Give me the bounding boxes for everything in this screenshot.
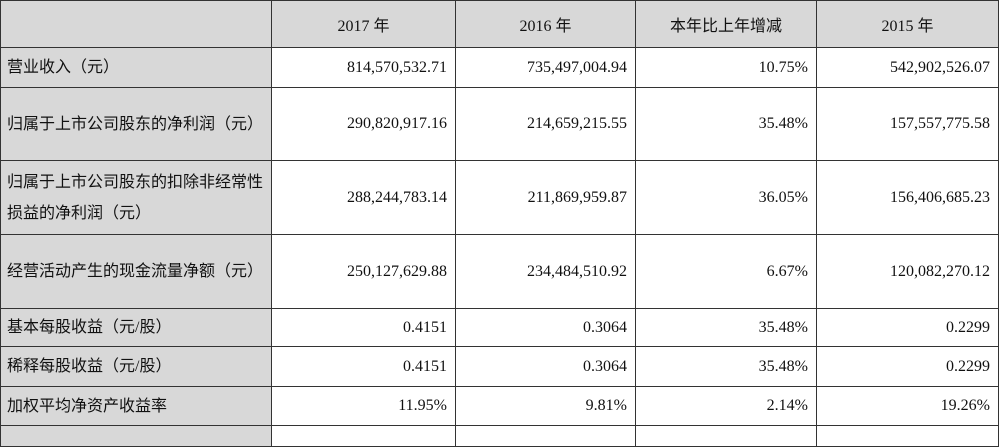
cell-empty [455, 425, 636, 447]
table-row: 经营活动产生的现金流量净额（元） 250,127,629.88 234,484,… [0, 234, 999, 309]
cell-2015: 157,557,775.58 [816, 87, 999, 161]
cell-2015: 0.2299 [816, 308, 999, 347]
cell-2016: 0.3064 [455, 346, 636, 387]
cell-2017: 250,127,629.88 [271, 234, 456, 309]
cell-2015: 156,406,685.23 [816, 160, 999, 235]
table-row: 基本每股收益（元/股） 0.4151 0.3064 35.48% 0.2299 [0, 308, 999, 347]
cell-2017: 0.4151 [271, 346, 456, 387]
table-row: 归属于上市公司股东的扣除非经常性损益的净利润（元） 288,244,783.14… [0, 160, 999, 235]
header-blank [0, 0, 272, 48]
header-2015: 2015 年 [816, 0, 999, 48]
row-label: 加权平均净资产收益率 [0, 386, 272, 426]
row-label: 经营活动产生的现金流量净额（元） [0, 234, 272, 309]
cell-2015: 0.2299 [816, 346, 999, 387]
cell-2015: 19.26% [816, 386, 999, 426]
cell-2017: 814,570,532.71 [271, 47, 456, 88]
cell-empty [816, 425, 999, 447]
cell-change: 35.48% [635, 87, 817, 161]
cell-empty [271, 425, 456, 447]
cell-2015: 120,082,270.12 [816, 234, 999, 309]
cell-2015: 542,902,526.07 [816, 47, 999, 88]
cell-2017: 288,244,783.14 [271, 160, 456, 235]
row-label: 归属于上市公司股东的净利润（元） [0, 87, 272, 161]
table-row-partial [0, 425, 999, 447]
cell-change: 10.75% [635, 47, 817, 88]
cell-change: 2.14% [635, 386, 817, 426]
cell-2016: 0.3064 [455, 308, 636, 347]
header-row: 2017 年 2016 年 本年比上年增减 2015 年 [0, 0, 999, 48]
cell-change: 35.48% [635, 308, 817, 347]
row-label: 归属于上市公司股东的扣除非经常性损益的净利润（元） [0, 160, 272, 235]
header-2016: 2016 年 [455, 0, 636, 48]
cell-2016: 735,497,004.94 [455, 47, 636, 88]
table-row: 稀释每股收益（元/股） 0.4151 0.3064 35.48% 0.2299 [0, 346, 999, 387]
cell-2017: 11.95% [271, 386, 456, 426]
cell-change: 36.05% [635, 160, 817, 235]
cell-change: 6.67% [635, 234, 817, 309]
cell-change: 35.48% [635, 346, 817, 387]
cell-2016: 9.81% [455, 386, 636, 426]
cell-empty [635, 425, 817, 447]
cell-2016: 234,484,510.92 [455, 234, 636, 309]
cell-2017: 0.4151 [271, 308, 456, 347]
cell-2017: 290,820,917.16 [271, 87, 456, 161]
table-row: 归属于上市公司股东的净利润（元） 290,820,917.16 214,659,… [0, 87, 999, 161]
cell-2016: 214,659,215.55 [455, 87, 636, 161]
row-label: 营业收入（元） [0, 47, 272, 88]
table-row: 营业收入（元） 814,570,532.71 735,497,004.94 10… [0, 47, 999, 88]
table-row: 加权平均净资产收益率 11.95% 9.81% 2.14% 19.26% [0, 386, 999, 426]
row-label: 基本每股收益（元/股） [0, 308, 272, 347]
row-label-empty [0, 425, 272, 447]
header-2017: 2017 年 [271, 0, 456, 48]
row-label: 稀释每股收益（元/股） [0, 346, 272, 387]
header-change: 本年比上年增减 [635, 0, 817, 48]
cell-2016: 211,869,959.87 [455, 160, 636, 235]
